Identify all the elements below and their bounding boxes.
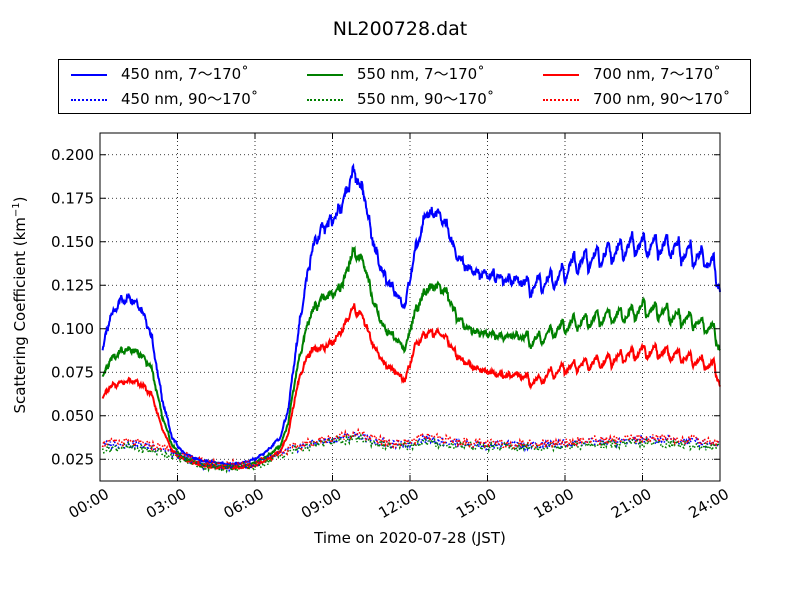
legend-label: 700 nm, 7～170˚ xyxy=(593,65,721,83)
y-axis-label-unit-exponent: −1 xyxy=(11,202,22,218)
y-tick-label: 0.125 xyxy=(51,276,94,294)
x-tick-label: 24:00 xyxy=(686,485,732,522)
y-tick-label: 0.175 xyxy=(51,189,94,207)
series-line-0 xyxy=(101,162,721,467)
x-tick-label: 03:00 xyxy=(143,485,189,522)
legend-swatch xyxy=(543,99,579,101)
plot-area xyxy=(100,133,720,481)
legend-swatch xyxy=(543,74,579,76)
x-tick-label: 09:00 xyxy=(298,485,344,522)
x-tick-label: 15:00 xyxy=(453,485,499,522)
chart-legend: 450 nm, 7～170˚ 550 nm, 7～170˚ 700 nm, 7～… xyxy=(58,59,751,114)
legend-label: 450 nm, 90～170˚ xyxy=(121,90,259,108)
x-tick-label: 06:00 xyxy=(221,485,267,522)
series-line-2 xyxy=(101,303,721,471)
y-tick-label: 0.050 xyxy=(51,407,94,425)
series-line-1 xyxy=(101,245,721,469)
y-tick-label: 0.100 xyxy=(51,320,94,338)
legend-swatch xyxy=(71,74,107,76)
x-tick-label: 18:00 xyxy=(531,485,577,522)
legend-label: 450 nm, 7～170˚ xyxy=(121,65,249,83)
x-tick-label: 21:00 xyxy=(608,485,654,522)
x-tick-label: 00:00 xyxy=(66,485,112,522)
series-line-5 xyxy=(101,427,720,471)
chart-title: NL200728.dat xyxy=(332,18,468,40)
x-axis-label: Time on 2020-07-28 (JST) xyxy=(314,529,506,547)
legend-swatch xyxy=(307,99,343,101)
y-tick-label: 0.075 xyxy=(51,363,94,381)
legend-swatch xyxy=(71,99,107,101)
legend-label: 550 nm, 90～170˚ xyxy=(357,90,495,108)
y-tick-label: 0.025 xyxy=(51,450,94,468)
y-tick-label: 0.200 xyxy=(51,146,94,164)
x-tick-label: 12:00 xyxy=(376,485,422,522)
y-axis-label-close: ) xyxy=(11,196,29,203)
legend-label: 700 nm, 90～170˚ xyxy=(593,90,731,108)
legend-swatch xyxy=(307,74,343,76)
y-axis-label: Scattering Coefficient (km−1) xyxy=(11,175,29,435)
y-axis-label-text: Scattering Coefficient (km xyxy=(11,217,29,414)
y-tick-label: 0.150 xyxy=(51,233,94,251)
legend-label: 550 nm, 7～170˚ xyxy=(357,65,485,83)
